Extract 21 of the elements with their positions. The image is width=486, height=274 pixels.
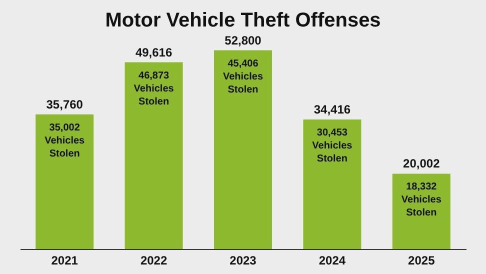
data-label: 20,002 bbox=[403, 156, 440, 171]
bar bbox=[392, 174, 450, 249]
x-tick-label: 2022 bbox=[140, 254, 168, 268]
annotation: 46,873 Vehicles Stolen bbox=[134, 70, 174, 108]
bar bbox=[36, 114, 94, 249]
x-tick-label: 2024 bbox=[318, 254, 346, 268]
bar bbox=[214, 50, 272, 249]
annotation: 30,453 Vehicles Stolen bbox=[312, 127, 353, 164]
bar bbox=[124, 62, 183, 249]
x-tick-label: 2023 bbox=[230, 254, 257, 268]
chart-title: Motor Vehicle Theft Offenses bbox=[105, 9, 381, 32]
x-tick-label: 2025 bbox=[408, 254, 436, 268]
data-label: 52,800 bbox=[224, 33, 262, 48]
bar bbox=[303, 119, 362, 249]
data-label: 49,616 bbox=[135, 45, 172, 60]
data-label: 34,416 bbox=[314, 102, 351, 116]
annotation: 45,406 Vehicles Stolen bbox=[222, 58, 264, 96]
data-label: 35,760 bbox=[46, 97, 84, 112]
annotation: 35,002 Vehicles Stolen bbox=[44, 122, 86, 160]
annotation: 18,332 Vehicles Stolen bbox=[401, 182, 442, 219]
x-tick-label: 2021 bbox=[51, 254, 78, 268]
